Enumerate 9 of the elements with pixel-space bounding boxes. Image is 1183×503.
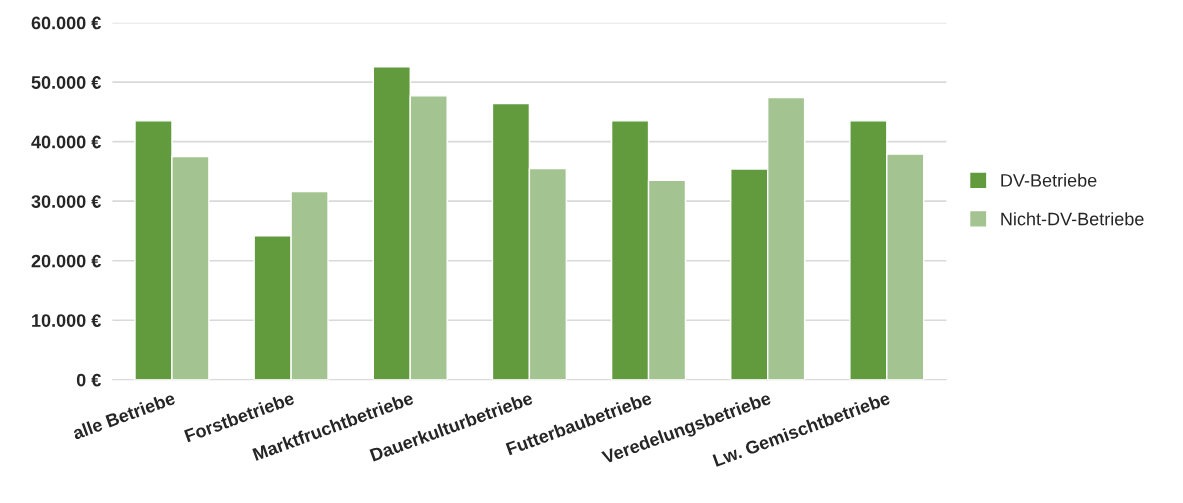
legend-label: Nicht-DV-Betriebe: [1001, 212, 1144, 226]
y-tick-label: 30.000 €: [31, 195, 101, 208]
y-tick-label: 40.000 €: [31, 135, 101, 149]
legend-label: DV-Betriebe: [1001, 173, 1097, 187]
y-tick-label: 10.000 €: [32, 314, 101, 327]
y-tick-label: 50.000 €: [31, 76, 101, 89]
y-tick-label: 60.000 €: [31, 16, 101, 30]
y-tick-label: 20.000 €: [31, 254, 101, 268]
y-tick-label: 0 €: [76, 373, 101, 387]
